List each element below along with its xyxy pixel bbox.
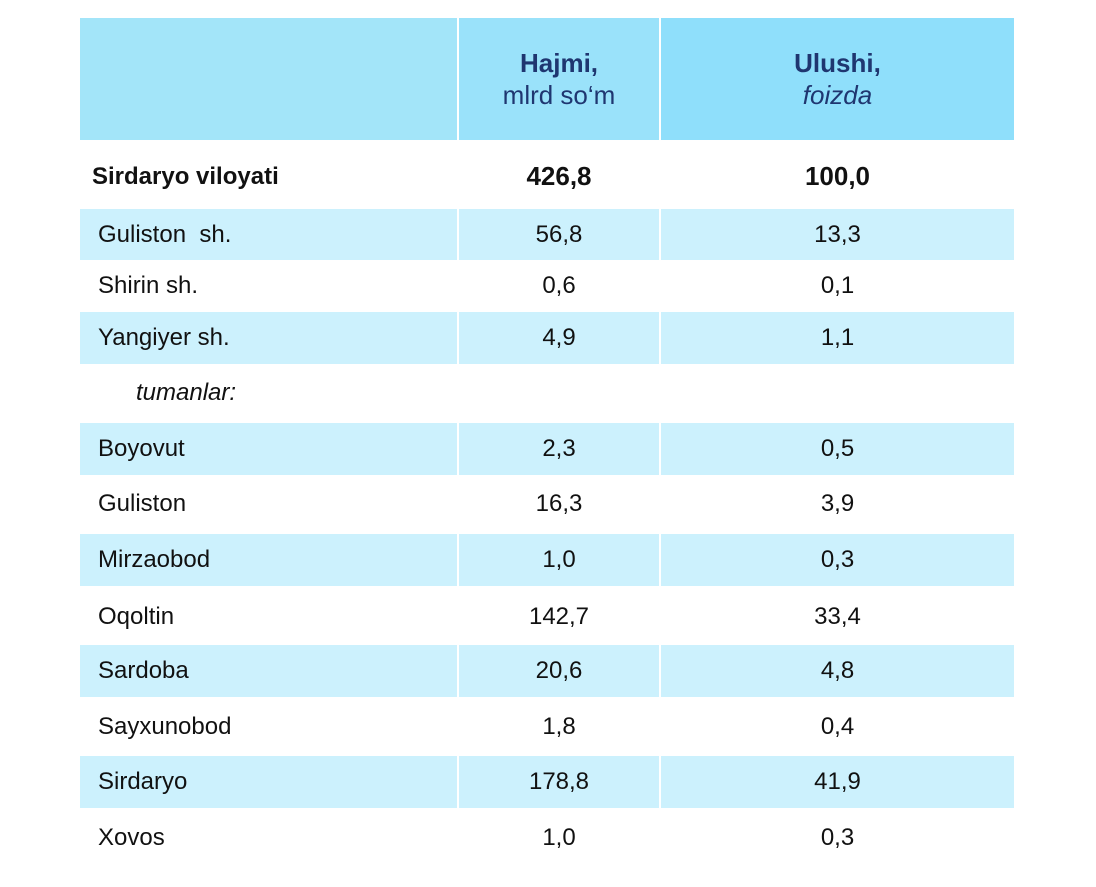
value-cell: 0,3 (661, 811, 1014, 865)
value-cell: 56,8 (459, 209, 659, 260)
value-cell: 426,8 (459, 148, 659, 205)
value-cell: 1,0 (459, 811, 659, 865)
row-label: Sardoba (80, 645, 457, 697)
value-cell: 178,8 (459, 756, 659, 808)
header-unit: mlrd so‘m (502, 80, 616, 110)
value-cell: 142,7 (459, 590, 659, 643)
row-label: Shirin sh. (80, 262, 457, 310)
value-cell: 20,6 (459, 645, 659, 697)
row-label: Oqoltin (80, 590, 457, 643)
value-cell: 2,3 (459, 423, 659, 475)
value-cell: 1,1 (661, 312, 1014, 364)
header-cell: Ulushi, foizda (661, 18, 1014, 140)
value-cell: 3,9 (661, 478, 1014, 530)
value-cell: 0,6 (459, 262, 659, 310)
row-label: Guliston (80, 478, 457, 530)
value-cell: 33,4 (661, 590, 1014, 643)
row-label: Boyovut (80, 423, 457, 475)
value-cell: 4,8 (661, 645, 1014, 697)
value-cell: 13,3 (661, 209, 1014, 260)
value-cell: 1,8 (459, 700, 659, 753)
header-title: Hajmi, (519, 47, 599, 78)
header-unit: foizda (802, 80, 873, 110)
row-label: Yangiyer sh. (80, 312, 457, 364)
value-cell: 16,3 (459, 478, 659, 530)
empty-cell (661, 366, 1014, 420)
value-cell: 41,9 (661, 756, 1014, 808)
row-label: tumanlar: (80, 366, 457, 420)
header-corner (80, 18, 457, 140)
row-label: Sirdaryo viloyati (80, 148, 457, 205)
header-cell: Hajmi, mlrd so‘m (459, 18, 659, 140)
value-cell: 100,0 (661, 148, 1014, 205)
row-label: Sirdaryo (80, 756, 457, 808)
row-label: Sayxunobod (80, 700, 457, 753)
value-cell: 0,1 (661, 262, 1014, 310)
value-cell: 1,0 (459, 534, 659, 586)
row-label: Mirzaobod (80, 534, 457, 586)
row-label: Xovos (80, 811, 457, 865)
value-cell: 0,3 (661, 534, 1014, 586)
value-cell: 0,5 (661, 423, 1014, 475)
header-title: Ulushi, (794, 47, 881, 78)
value-cell: 0,4 (661, 700, 1014, 753)
value-cell: 4,9 (459, 312, 659, 364)
empty-cell (459, 366, 659, 420)
row-label: Guliston sh. (80, 209, 457, 260)
